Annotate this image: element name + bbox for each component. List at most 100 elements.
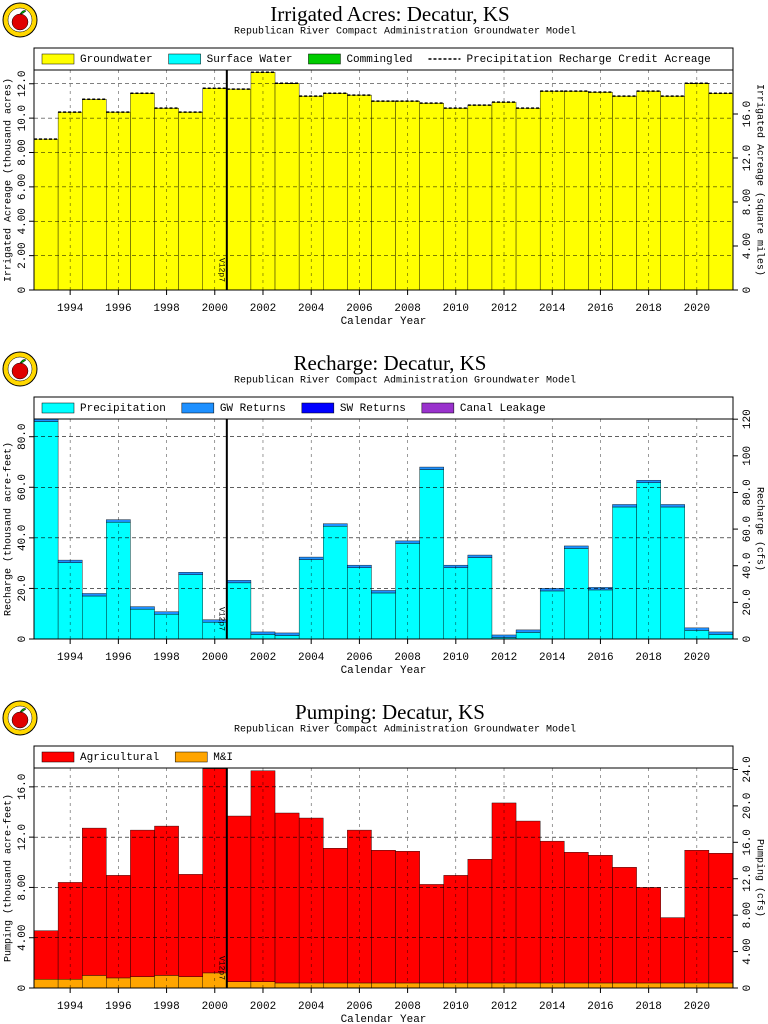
y2-tick-label: 12.0: [742, 145, 754, 171]
bar: [660, 917, 685, 984]
bar: [274, 635, 300, 640]
y2-tick-label: 20.0: [742, 589, 754, 615]
bar: [612, 867, 637, 984]
x-tick-label: 2014: [539, 303, 566, 315]
bar: [178, 874, 203, 977]
y-tick-label: 8.00: [17, 874, 29, 900]
x-tick-label: 2008: [394, 1001, 420, 1013]
x-tick-label: 2006: [346, 1001, 372, 1013]
bar: [539, 840, 565, 984]
bar: [588, 589, 613, 640]
annotation-text: V12p7: [217, 956, 226, 980]
bar: [323, 848, 348, 984]
bar: [419, 469, 444, 640]
bar: [130, 608, 155, 640]
legend-swatch: [168, 53, 201, 65]
y2-tick-label: 24.0: [742, 756, 754, 782]
bar: [371, 590, 396, 594]
legend-swatch: [421, 402, 455, 414]
bar: [515, 107, 541, 291]
x-tick-label: 2002: [250, 1001, 276, 1013]
bar: [612, 504, 637, 508]
bar: [33, 979, 59, 989]
bar: [57, 111, 83, 291]
bar: [515, 982, 541, 989]
y2-tick-label: 60.0: [742, 516, 754, 542]
bar: [323, 982, 348, 989]
y2-axis-label: Pumping (cfs): [753, 839, 765, 917]
bar: [708, 93, 734, 291]
y-tick-label: 4.00: [17, 208, 29, 234]
legend-label: Precipitation Recharge Credit Acreage: [466, 54, 710, 66]
x-tick-label: 2012: [491, 303, 517, 315]
bar: [467, 859, 493, 984]
legend-box: [33, 745, 734, 769]
x-tick-label: 1996: [105, 652, 131, 664]
bar: [588, 855, 613, 984]
legend-label: SW Returns: [340, 403, 406, 415]
y2-tick-label: 0: [742, 985, 754, 992]
bar: [612, 95, 637, 291]
logo-apple: [11, 13, 29, 31]
x-tick-label: 2010: [443, 652, 469, 664]
bar: [33, 930, 59, 980]
bar: [178, 574, 203, 640]
bar: [515, 629, 541, 633]
bar: [274, 632, 300, 636]
bar: [419, 884, 444, 984]
bar: [371, 982, 396, 989]
y2-tick-label: 16.0: [742, 101, 754, 127]
y2-tick-label: 16.0: [742, 829, 754, 855]
annotation-text: V12p7: [217, 258, 226, 282]
chart-subtitle: Republican River Compact Administration …: [234, 724, 576, 736]
y2-axis-label: Irrigated Acreage (square miles): [753, 84, 765, 276]
x-tick-label: 2014: [539, 1001, 566, 1013]
x-tick-label: 2008: [394, 303, 420, 315]
bar: [323, 526, 348, 640]
x-tick-label: 2006: [346, 652, 372, 664]
bar: [33, 138, 59, 291]
x-tick-label: 2014: [539, 652, 566, 664]
y2-tick-label: 12.0: [742, 866, 754, 892]
y-tick-label: 4.00: [17, 925, 29, 951]
legend-label: Commingled: [346, 54, 412, 66]
y2-tick-label: 8.00: [742, 189, 754, 215]
y-axis-label: Recharge (thousand acre-feet): [3, 442, 15, 616]
y-tick-label: 0: [17, 287, 29, 294]
bar: [298, 559, 324, 640]
bar: [491, 802, 517, 984]
bar: [130, 93, 155, 291]
bar: [564, 548, 589, 640]
x-tick-label: 1994: [57, 652, 84, 664]
bar: [323, 523, 348, 527]
bar: [106, 111, 131, 291]
bar: [419, 102, 444, 291]
x-tick-label: 1994: [57, 303, 84, 315]
bar: [130, 606, 155, 610]
x-tick-label: 2008: [394, 652, 420, 664]
bar: [708, 982, 734, 989]
bar: [564, 90, 589, 291]
x-tick-label: 2010: [443, 303, 469, 315]
legend-label: Groundwater: [80, 54, 153, 66]
y2-tick-label: 20.0: [742, 793, 754, 819]
y2-tick-label: 80.0: [742, 479, 754, 505]
y-axis-label: Pumping (thousand acre-feet): [3, 794, 15, 962]
x-tick-label: 1996: [105, 303, 131, 315]
bar: [82, 827, 107, 976]
bar: [515, 632, 541, 640]
legend-swatch: [301, 402, 335, 414]
bar: [419, 466, 444, 470]
bar: [82, 975, 107, 989]
bar: [226, 981, 252, 989]
bar: [274, 982, 300, 989]
bar: [660, 95, 685, 291]
x-tick-label: 2004: [298, 652, 325, 664]
bar: [660, 506, 685, 640]
x-tick-label: 2016: [587, 1001, 613, 1013]
x-tick-label: 2012: [491, 1001, 517, 1013]
bar: [82, 99, 107, 291]
logo-leaf: [19, 359, 27, 364]
bar: [371, 592, 396, 640]
bar: [323, 93, 348, 291]
